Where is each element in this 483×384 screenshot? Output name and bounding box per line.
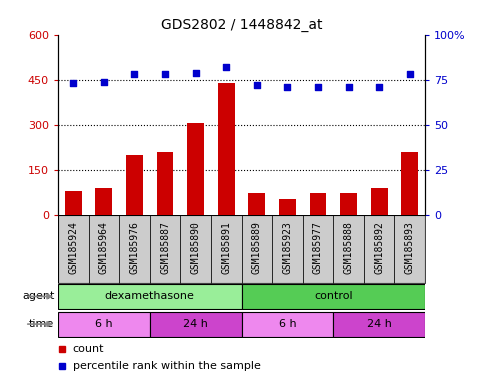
Text: GSM185888: GSM185888 bbox=[343, 221, 354, 274]
Text: GSM185977: GSM185977 bbox=[313, 221, 323, 274]
Point bbox=[100, 78, 108, 84]
Bar bbox=[333, 215, 364, 283]
Bar bbox=[88, 215, 119, 283]
Bar bbox=[242, 215, 272, 283]
Text: control: control bbox=[314, 291, 353, 301]
Text: dexamethasone: dexamethasone bbox=[105, 291, 195, 301]
Bar bbox=[310, 193, 327, 215]
Text: 24 h: 24 h bbox=[183, 319, 208, 329]
Bar bbox=[218, 83, 235, 215]
Text: count: count bbox=[72, 344, 104, 354]
Point bbox=[284, 84, 291, 90]
Bar bbox=[303, 215, 333, 283]
Text: time: time bbox=[29, 319, 54, 329]
Point bbox=[406, 71, 413, 78]
Point bbox=[375, 84, 383, 90]
Bar bbox=[395, 215, 425, 283]
Bar bbox=[187, 124, 204, 215]
Bar bbox=[364, 215, 395, 283]
Bar bbox=[242, 312, 333, 336]
Text: GSM185964: GSM185964 bbox=[99, 221, 109, 274]
Text: GSM185892: GSM185892 bbox=[374, 221, 384, 274]
Text: GSM185924: GSM185924 bbox=[68, 221, 78, 274]
Point bbox=[222, 64, 230, 70]
Bar bbox=[65, 191, 82, 215]
Bar bbox=[119, 215, 150, 283]
Text: GSM185887: GSM185887 bbox=[160, 221, 170, 274]
Bar bbox=[401, 152, 418, 215]
Bar bbox=[333, 312, 425, 336]
Point bbox=[314, 84, 322, 90]
Text: GSM185890: GSM185890 bbox=[191, 221, 200, 274]
Text: GSM185976: GSM185976 bbox=[129, 221, 140, 274]
Text: GSM185889: GSM185889 bbox=[252, 221, 262, 274]
Bar bbox=[96, 188, 112, 215]
Bar bbox=[58, 312, 150, 336]
Bar bbox=[156, 152, 173, 215]
Bar bbox=[272, 215, 303, 283]
Point bbox=[192, 70, 199, 76]
Bar bbox=[150, 312, 242, 336]
Bar bbox=[211, 215, 242, 283]
Point bbox=[253, 82, 261, 88]
Bar bbox=[248, 193, 265, 215]
Bar bbox=[340, 193, 357, 215]
Text: GSM185923: GSM185923 bbox=[283, 221, 292, 274]
Text: percentile rank within the sample: percentile rank within the sample bbox=[72, 361, 260, 371]
Bar bbox=[58, 215, 88, 283]
Bar bbox=[58, 284, 242, 309]
Text: GSM185893: GSM185893 bbox=[405, 221, 415, 274]
Bar bbox=[126, 155, 143, 215]
Point bbox=[345, 84, 353, 90]
Title: GDS2802 / 1448842_at: GDS2802 / 1448842_at bbox=[161, 18, 322, 32]
Text: agent: agent bbox=[22, 291, 54, 301]
Point bbox=[130, 71, 138, 78]
Bar bbox=[371, 188, 387, 215]
Text: 6 h: 6 h bbox=[95, 319, 113, 329]
Bar bbox=[180, 215, 211, 283]
Bar bbox=[150, 215, 180, 283]
Text: 24 h: 24 h bbox=[367, 319, 392, 329]
Point bbox=[70, 80, 77, 86]
Text: GSM185891: GSM185891 bbox=[221, 221, 231, 274]
Point bbox=[161, 71, 169, 78]
Bar bbox=[279, 199, 296, 215]
Text: 6 h: 6 h bbox=[279, 319, 296, 329]
Bar bbox=[242, 284, 425, 309]
